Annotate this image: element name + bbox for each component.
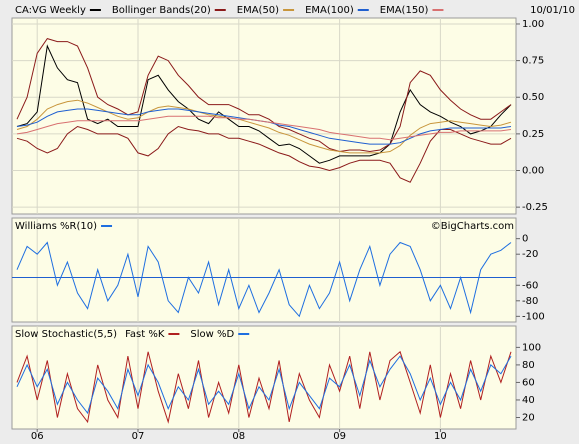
series-line <box>16 241 512 318</box>
x-tick-label: 08 <box>232 431 245 442</box>
series-line <box>16 99 512 154</box>
legend-label: EMA(100) <box>305 5 354 16</box>
series-line <box>16 44 512 164</box>
legend-label: Bollinger Bands(20) <box>112 5 211 16</box>
legend-label: Slow %D <box>190 329 234 340</box>
y-tick-label: -100 <box>522 311 545 322</box>
x-tick-label: 06 <box>31 431 44 442</box>
legend-label: EMA(150) <box>380 5 429 16</box>
x-tick-label: 07 <box>132 431 145 442</box>
x-tick-label: 10 <box>434 431 447 442</box>
panel <box>11 217 517 323</box>
y-tick-label: -0.25 <box>522 202 548 213</box>
y-tick-label: 0.75 <box>522 56 544 67</box>
credit: ©BigCharts.com <box>431 221 514 232</box>
x-tick-label: 09 <box>333 431 346 442</box>
y-tick-label: 20 <box>522 412 535 423</box>
legend-label: EMA(50) <box>237 5 279 16</box>
legend-label: Williams %R(10) <box>15 221 97 232</box>
y-tick-label: 60 <box>522 377 535 388</box>
panel <box>11 17 517 215</box>
y-tick-label: 0.25 <box>522 129 544 140</box>
y-tick-label: 0.00 <box>522 166 544 177</box>
y-tick-label: -60 <box>522 280 538 291</box>
panel <box>11 325 517 430</box>
y-tick-label: -20 <box>522 249 538 260</box>
series-line <box>16 355 512 415</box>
y-tick-label: 0 <box>522 234 528 245</box>
y-tick-label: 80 <box>522 360 535 371</box>
y-tick-label: -80 <box>522 296 538 307</box>
date-label: 10/01/10 <box>530 5 575 16</box>
y-tick-label: 100 <box>522 342 541 353</box>
y-tick-label: 0.50 <box>522 92 544 103</box>
legend-label: CA:VG Weekly <box>15 5 86 16</box>
y-tick-label: 40 <box>522 395 535 406</box>
series-line <box>16 38 512 153</box>
legend-label: Fast %K <box>125 329 165 340</box>
series-line <box>16 115 512 141</box>
series-line <box>16 125 512 183</box>
y-tick-label: 1.00 <box>522 19 544 30</box>
panel-title: Slow Stochastic(5,5) <box>15 329 117 340</box>
